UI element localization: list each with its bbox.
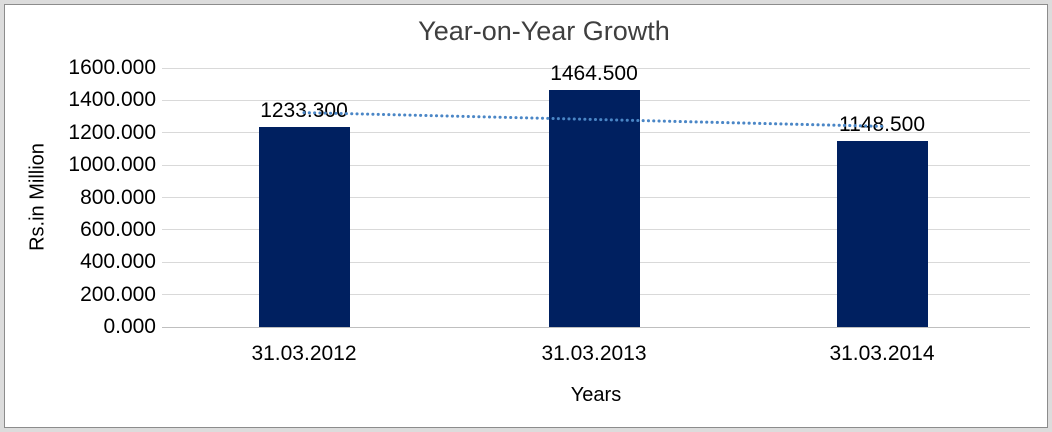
bar — [548, 89, 640, 327]
x-tick-label: 31.03.2013 — [541, 342, 647, 365]
x-tick-label: 31.03.2012 — [251, 342, 357, 365]
y-tick-label: 600.000 — [80, 217, 156, 241]
x-tick-label: 31.03.2014 — [829, 342, 935, 365]
y-tick-label: 1600.000 — [68, 56, 156, 79]
bar — [258, 127, 350, 327]
bar — [836, 141, 928, 327]
y-tick-label: 200.000 — [80, 282, 156, 306]
y-tick-label: 0.000 — [103, 315, 156, 338]
gridline — [162, 67, 1030, 69]
y-tick-label: 1200.000 — [68, 120, 156, 144]
x-axis-title: Years — [570, 384, 622, 406]
y-tick-label: 1000.000 — [68, 153, 156, 177]
y-tick-label: 1400.000 — [68, 88, 156, 112]
bar-data-label: 1464.500 — [550, 61, 638, 85]
bar-data-label: 1233.300 — [260, 99, 348, 123]
gridline — [162, 326, 1030, 328]
bar-data-label: 1148.500 — [838, 113, 926, 137]
y-tick-label: 400.000 — [80, 250, 156, 274]
chart-title: Year-on-Year Growth — [418, 16, 670, 46]
y-axis-title: Rs.in Million — [26, 143, 49, 251]
y-tick-label: 800.000 — [80, 185, 156, 209]
